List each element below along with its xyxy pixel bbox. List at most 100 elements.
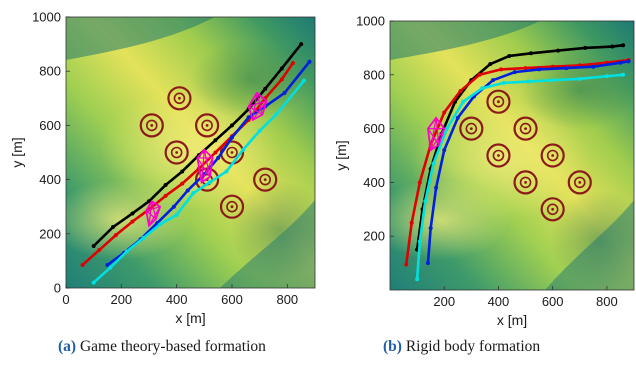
- series-point-2: [307, 59, 312, 64]
- y-axis-label: y [m]: [333, 140, 349, 170]
- series-point-2: [564, 66, 569, 71]
- series-point-3: [417, 239, 422, 244]
- formation-link: [203, 149, 211, 178]
- series-point-1: [404, 262, 409, 267]
- obstacle-ring: [195, 167, 220, 192]
- series-point-1: [499, 67, 504, 72]
- series-point-3: [224, 169, 229, 174]
- obstacle-inner-ring: [226, 146, 238, 159]
- series-point-1: [409, 220, 414, 225]
- y-tick-label: 200: [363, 229, 385, 244]
- formation-link: [252, 100, 268, 121]
- obstacle-inner-ring: [259, 173, 272, 186]
- formation-link: [248, 100, 267, 108]
- caption-b-tag: (b): [383, 338, 402, 355]
- series-point-2: [442, 148, 447, 153]
- series-point-0: [230, 123, 234, 128]
- series-point-0: [213, 138, 218, 143]
- obstacle-center: [469, 127, 473, 130]
- series-point-3: [577, 76, 582, 81]
- y-tick-label: 400: [363, 175, 385, 190]
- obstacle-center: [578, 181, 582, 184]
- series-point-1: [442, 110, 447, 115]
- series-point-2: [171, 204, 176, 209]
- obstacle-inner-ring: [519, 122, 532, 135]
- caption-b-text: Rigid body formation: [405, 338, 541, 355]
- series-point-1: [213, 150, 218, 155]
- series-point-1: [290, 61, 295, 66]
- formation-link: [148, 206, 161, 226]
- obstacle-inner-ring: [492, 95, 505, 108]
- obstacle-inner-ring: [145, 119, 158, 132]
- y-tick-label: 200: [39, 226, 61, 241]
- series-point-1: [163, 193, 168, 198]
- obstacle-center: [497, 154, 500, 157]
- obstacle-center: [175, 151, 179, 154]
- y-axis-label: y [m]: [9, 137, 25, 167]
- obstacle-ring: [567, 170, 592, 195]
- series-point-0: [130, 211, 135, 216]
- series-point-1: [523, 66, 528, 71]
- series-point-1: [97, 248, 102, 253]
- panel-a: 0 200 400 600 800 0 200 400 600 800 1000 x [m] y [m]: [9, 10, 316, 326]
- series-point-3: [108, 265, 113, 270]
- y-tick-label: 600: [39, 118, 61, 133]
- y-tick-label: 1000: [356, 14, 385, 29]
- series-point-1: [477, 72, 482, 77]
- x-tick-label: 200: [433, 294, 455, 309]
- x-tick-label: 0: [62, 292, 69, 307]
- y-tick-label: 800: [39, 64, 61, 79]
- obstacle-ring: [219, 194, 245, 219]
- series-point-2: [512, 70, 517, 75]
- obstacle-ring: [164, 140, 189, 165]
- series-point-0: [299, 42, 304, 47]
- series-point-1: [458, 88, 463, 93]
- x-tick-label: 400: [488, 294, 510, 309]
- series-point-2: [537, 67, 542, 72]
- formation-link: [248, 105, 263, 116]
- obstacle-ring: [486, 143, 511, 168]
- series-point-3: [444, 126, 449, 131]
- series-point-3: [191, 191, 196, 196]
- x-tick-label: 600: [542, 294, 564, 309]
- obstacle-ring: [540, 197, 565, 222]
- series-point-1: [180, 181, 185, 186]
- obstacle-ring: [486, 89, 511, 114]
- series-point-2: [491, 78, 496, 83]
- obstacle-inner-ring: [465, 122, 478, 135]
- series-point-3: [174, 212, 179, 217]
- series-point-3: [461, 99, 466, 104]
- formation-link: [252, 92, 258, 121]
- series-point-2: [626, 59, 631, 64]
- formation-link: [200, 149, 205, 183]
- obstacle-inner-ring: [519, 176, 532, 189]
- series-point-3: [526, 79, 531, 84]
- series-point-3: [550, 78, 555, 83]
- series-point-0: [180, 169, 185, 174]
- series-point-3: [423, 199, 428, 204]
- obstacle-inner-ring: [201, 119, 213, 132]
- caption-a: (a) Game theory-based formation: [58, 338, 266, 356]
- obstacle-center: [524, 181, 527, 184]
- series-point-0: [279, 66, 284, 71]
- series-point-3: [274, 112, 279, 117]
- obstacle-inner-ring: [546, 149, 559, 162]
- obstacle-ring: [513, 116, 538, 141]
- obstacle-ring: [513, 170, 538, 195]
- series-point-0: [147, 199, 151, 204]
- caption-a-text: Game theory-based formation: [79, 338, 266, 355]
- y-tick-label: 0: [54, 281, 61, 296]
- series-point-3: [207, 180, 212, 185]
- formation-shape: [196, 148, 214, 184]
- series-point-2: [434, 185, 439, 190]
- obstacle-center: [497, 100, 500, 104]
- series-point-3: [480, 86, 485, 91]
- y-tick-label: 400: [39, 172, 61, 187]
- obstacle-ring: [195, 113, 220, 138]
- caption-a-tag: (a): [58, 338, 77, 355]
- formation-shape: [427, 116, 446, 152]
- series-point-0: [556, 48, 561, 53]
- obstacle-center: [178, 96, 181, 100]
- axes-frame: [65, 16, 316, 289]
- y-tick-label: 1000: [32, 10, 61, 25]
